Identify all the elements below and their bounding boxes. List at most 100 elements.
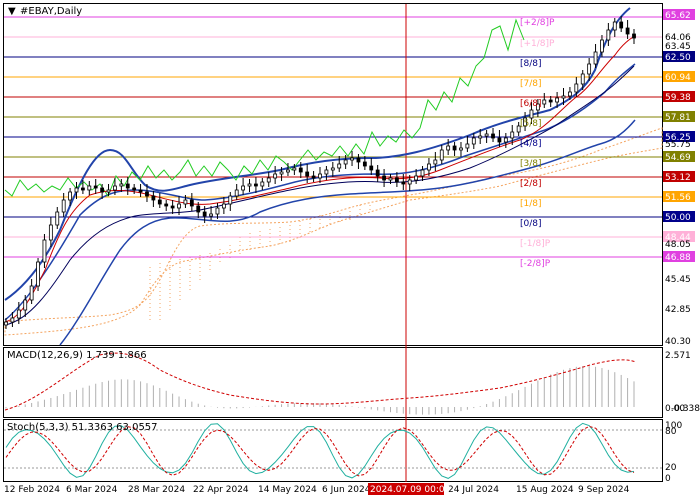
time-label: 9 Sep 2024 [578,485,630,495]
candle-body [523,117,527,127]
candle-body [465,143,470,149]
macd-axis-zero: 0.00 [665,404,685,414]
candle-body [568,91,572,97]
time-label: 22 Apr 2024 [193,485,249,495]
candle-body [55,211,60,226]
candle-body [414,175,419,181]
stoch-axis-80: 80 [665,427,677,437]
candle-body [138,189,143,193]
candle-body [157,199,162,205]
candle-body [324,169,329,175]
candle-body [164,203,169,207]
candle-body [330,167,335,171]
price-tag: 65.62 [665,11,691,21]
ichimoku-cloud-fill [149,202,371,320]
candle-body [234,189,239,197]
stoch-axis-100: 100 [665,421,682,431]
candle-body [119,183,124,187]
time-label: 28 Mar 2024 [128,485,185,495]
candle-body [600,39,604,53]
candle-body [132,187,137,191]
murrey-label: [1/8] [520,199,542,209]
candle-body [10,317,15,323]
candle-body [478,135,483,139]
candle-body [298,167,303,173]
price-tag-bg [663,9,695,20]
candle-body [574,83,579,93]
candle-body [286,169,290,173]
price-tag-bg [663,231,695,242]
candle-body [74,187,79,193]
candle-body [93,185,98,189]
candle-body [612,21,617,31]
candlesticks [4,16,636,329]
murrey-label: [4/8] [520,139,542,149]
symbol-title: #EBAY,Daily [20,6,82,17]
candle-body [279,171,284,175]
candle-body [87,185,92,191]
murrey-label: [5/8] [520,119,542,129]
macd-axis-bottom: -0.3389 [671,404,700,414]
price-tag-bg [663,51,695,62]
candle-body [491,133,495,139]
price-tag-bg [663,251,695,262]
candle-body [177,203,181,209]
candle-body [535,103,540,111]
candle-body [247,183,252,187]
murrey-label: [2/8] [520,179,542,189]
candle-body [292,167,297,171]
candle-body [80,187,85,191]
date-highlight: 2024.07.09 00:00 [370,485,451,495]
candle-body [209,213,213,217]
candle-body [580,73,585,85]
time-label: 14 May 2024 [258,485,317,495]
murrey-label: [0/8] [520,219,542,229]
price-label: 63.45 [665,42,691,52]
date-highlight-box [368,483,444,495]
murrey-label: [3/8] [520,159,542,169]
candle-body [446,145,451,151]
price-tag: 62.50 [665,53,691,63]
macd-title: MACD(12,26,9) 1.739 1.866 [7,350,147,361]
price-tag-bg [663,71,695,82]
candle-body [542,99,547,105]
candle-body [170,205,175,209]
kijun-line [4,65,635,326]
candle-body [452,145,457,151]
time-label: 6 Mar 2024 [66,485,118,495]
candle-body [619,21,624,29]
price-tag: 51.56 [665,193,691,203]
murrey-label: [-2/8]P [520,259,551,269]
symbol-dropdown-icon[interactable]: ▼ [8,6,16,17]
candle-body [241,185,246,191]
candle-body [125,183,130,189]
candle-body [407,179,412,185]
candle-body [555,97,560,103]
tenkan-line [4,35,637,323]
candle-body [48,224,53,241]
time-axis: 12 Feb 2024 6 Mar 2024 28 Mar 2024 22 Apr 2… [4,485,630,495]
price-label: 64.06 [665,33,691,43]
murrey-label: [+1/8]P [520,39,555,49]
candle-body [503,137,508,143]
price-tag: 53.12 [665,173,691,183]
price-tag: 48.44 [665,233,691,243]
bollinger-upper [4,7,631,301]
candle-body [375,169,380,177]
murrey-labels: [+2/8]P [+1/8]P [8/8] [7/8] [6/8] [5/8] [4/8] [… [520,18,555,269]
price-tag: 60.94 [665,73,691,83]
price-label: 55.75 [665,140,691,150]
time-label: 24 Jul 2024 [448,485,499,495]
candle-body [311,175,316,179]
candle-body [29,285,34,301]
candle-body [593,51,598,65]
candle-body [318,173,322,179]
candle-body [548,99,553,103]
candle-body [471,137,476,145]
candle-body [215,207,220,215]
price-tag: 57.81 [665,113,691,123]
murrey-label: [-1/8]P [520,239,551,249]
